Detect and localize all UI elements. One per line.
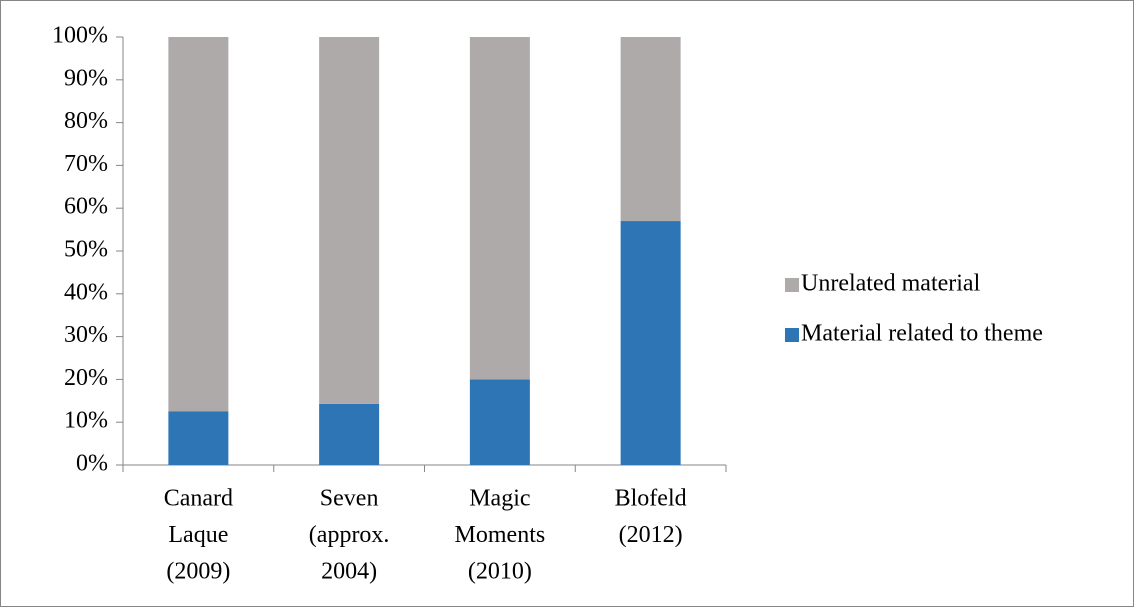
bar-segment bbox=[168, 411, 229, 465]
x-tick-label: Laque bbox=[168, 522, 228, 548]
legend-swatch bbox=[785, 278, 799, 292]
y-tick-label: 40% bbox=[64, 279, 108, 305]
y-tick-label: 50% bbox=[64, 237, 108, 263]
bar-segment bbox=[469, 37, 530, 380]
bar-segment bbox=[620, 221, 681, 465]
x-tick-label: (2010) bbox=[468, 559, 532, 585]
y-tick-label: 30% bbox=[64, 322, 108, 348]
y-tick-label: 100% bbox=[52, 23, 108, 49]
legend-label: Unrelated material bbox=[801, 271, 981, 297]
y-tick-label: 0% bbox=[76, 451, 108, 477]
y-tick-label: 10% bbox=[64, 408, 108, 434]
x-tick-label: Seven bbox=[320, 486, 379, 512]
x-tick-label: Magic bbox=[469, 486, 530, 512]
x-tick-label: (2009) bbox=[166, 559, 230, 585]
x-tick-label: (approx. bbox=[309, 522, 390, 548]
x-tick-label: 2004) bbox=[321, 559, 377, 585]
y-tick-label: 70% bbox=[64, 151, 108, 177]
y-tick-label: 90% bbox=[64, 65, 108, 91]
x-tick-label: (2012) bbox=[619, 522, 683, 548]
y-tick-label: 20% bbox=[64, 365, 108, 391]
y-tick-label: 60% bbox=[64, 194, 108, 220]
bar-segment bbox=[319, 37, 380, 404]
x-tick-label: Blofeld bbox=[615, 486, 687, 512]
legend-label: Material related to theme bbox=[801, 321, 1043, 347]
y-tick-label: 80% bbox=[64, 108, 108, 134]
bar-segment bbox=[319, 403, 380, 465]
bar-segment bbox=[620, 37, 681, 222]
x-tick-label: Canard bbox=[164, 486, 233, 512]
bar-segment bbox=[168, 37, 229, 412]
legend-swatch bbox=[785, 328, 799, 342]
bar-segment bbox=[469, 379, 530, 465]
x-tick-label: Moments bbox=[455, 522, 546, 548]
